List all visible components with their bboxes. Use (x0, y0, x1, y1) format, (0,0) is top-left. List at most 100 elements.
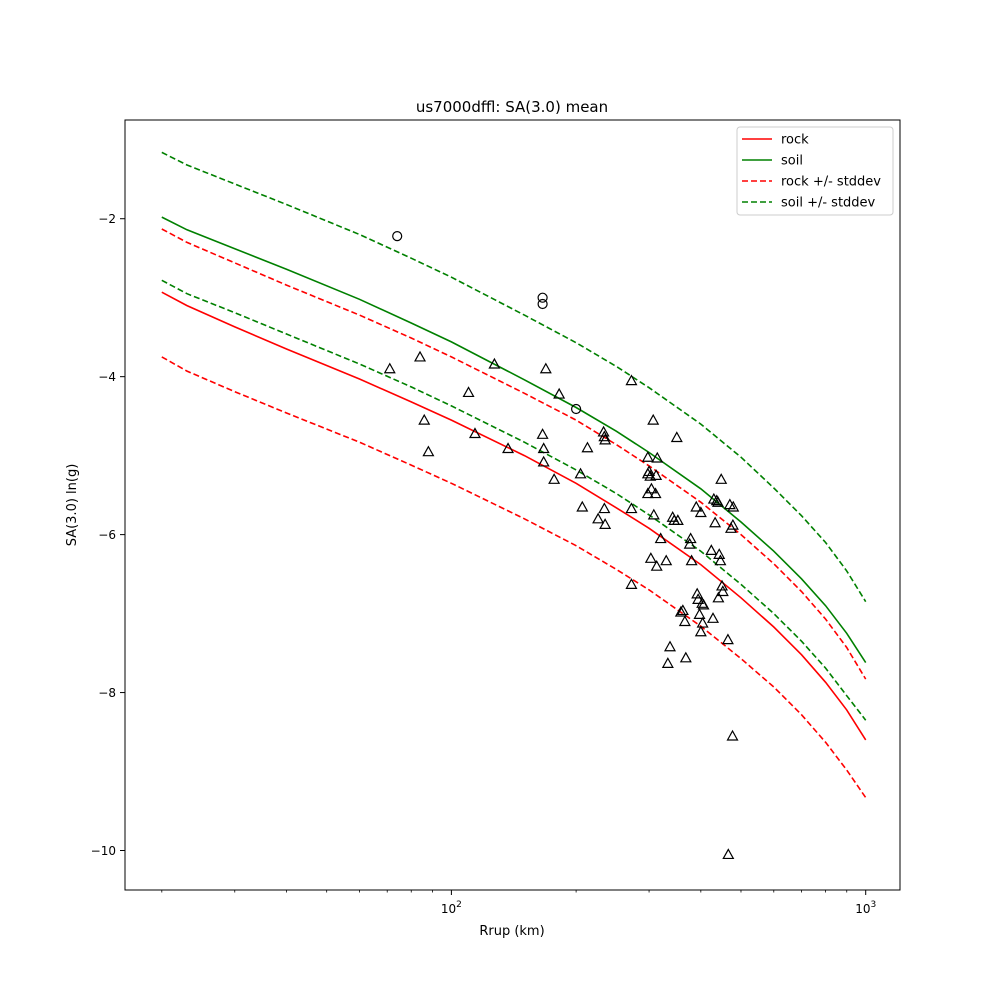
legend-label: soil (781, 154, 803, 169)
observation-triangle (694, 506, 707, 518)
observation-triangle (679, 651, 692, 663)
observation-triangle (714, 554, 727, 566)
observation-triangle (539, 362, 552, 374)
observation-triangle (644, 552, 657, 563)
observation-triangle (661, 657, 674, 668)
chart-title: us7000dffl: SA(3.0) mean (416, 98, 608, 116)
observation-triangle (574, 467, 587, 479)
observation-triangle (553, 387, 566, 399)
series-line-0 (161, 291, 867, 741)
observation-triangle (414, 350, 427, 362)
series-line-1 (161, 216, 867, 664)
series-line-2 (161, 228, 867, 680)
observation-triangle (709, 516, 722, 528)
observation-triangle (502, 442, 515, 454)
observation-triangle (683, 537, 696, 549)
legend-box (736, 126, 894, 216)
plot-frame (124, 119, 901, 891)
observation-triangle (647, 413, 660, 425)
y-axis-label: SA(3.0) ln(g) (65, 464, 80, 547)
observation-triangle (647, 508, 660, 520)
y-tick-label: −10 (91, 844, 116, 858)
observation-triangle (650, 559, 663, 571)
observation-triangle (418, 413, 431, 425)
observation-triangle (711, 496, 725, 507)
observation-triangle (692, 593, 705, 604)
observation-triangle (468, 427, 481, 439)
series-lines (161, 151, 867, 799)
observation-triangle (599, 518, 612, 529)
series-line-3 (161, 356, 867, 799)
observation-triangle (691, 587, 704, 599)
legend-label: soil +/- stddev (781, 196, 876, 211)
observation-triangle (678, 615, 691, 627)
y-tick-label: −2 (98, 212, 116, 226)
observation-triangle (663, 640, 677, 652)
observation-triangle (625, 374, 638, 386)
observation-triangle (641, 450, 654, 462)
observation-triangle (685, 554, 698, 566)
observation-triangle (649, 487, 662, 499)
observation-triangle (706, 612, 720, 623)
series-line-4 (161, 151, 867, 603)
observation-triangle (592, 512, 605, 524)
observation-triangle (576, 500, 589, 512)
observation-triangle (645, 482, 658, 494)
observation-triangle (726, 729, 739, 741)
observation-triangle (625, 502, 638, 514)
observation-triangle (462, 386, 475, 398)
observation-triangle (690, 500, 703, 512)
observation-triangle (721, 633, 734, 645)
observation-triangle (705, 544, 718, 556)
observation-triangle (643, 465, 656, 477)
observation-triangle (536, 428, 549, 439)
observation-triangle (548, 473, 561, 484)
plot-area (124, 119, 901, 891)
observation-triangle (660, 554, 673, 566)
observation-triangle (674, 605, 687, 617)
y-tick-label: −6 (98, 528, 116, 542)
observation-triangle (488, 357, 501, 369)
x-axis: 102 103 (161, 890, 876, 916)
observation-triangle (707, 492, 720, 504)
observation-triangle (722, 848, 735, 860)
x-tick-label: 103 (855, 900, 876, 916)
observation-triangle (684, 532, 697, 544)
observation-triangle (625, 578, 638, 589)
observation-triangle (696, 616, 709, 628)
observation-triangle (712, 591, 725, 603)
observation-triangle (383, 362, 396, 374)
observation-triangle (716, 579, 729, 591)
legend: rock soil rock +/- stddev soil +/- stddev (736, 126, 894, 216)
observation-triangle (598, 430, 611, 442)
observation-triangle (671, 514, 684, 526)
observation-triangle (537, 455, 550, 467)
observation-triangle (670, 431, 683, 443)
observation-triangle (599, 433, 612, 445)
x-tick-label: 102 (441, 900, 462, 916)
observation-circle (537, 298, 548, 310)
observation-triangle (537, 442, 550, 454)
observation-triangle (651, 451, 664, 463)
y-tick-label: −4 (98, 370, 116, 384)
observation-triangle (598, 502, 611, 514)
series-line-5 (161, 279, 867, 721)
y-axis: −2 −4 −6 −8 −10 (91, 212, 125, 858)
observation-triangle (727, 500, 740, 512)
observation-triangle (654, 532, 667, 544)
observation-markers (383, 231, 740, 860)
observation-triangle (726, 518, 739, 530)
x-axis-label: Rrup (km) (479, 924, 544, 939)
observation-triangle (693, 608, 706, 619)
observation-triangle (597, 425, 610, 437)
observation-triangle (422, 445, 435, 457)
observation-circle (537, 292, 548, 303)
observation-triangle (697, 598, 710, 610)
observation-triangle (650, 469, 663, 480)
observation-circle (570, 403, 582, 415)
observation-circle (392, 231, 403, 242)
legend-label: rock +/- stddev (781, 175, 881, 190)
observation-triangle (676, 604, 689, 616)
observation-triangle (581, 441, 594, 453)
